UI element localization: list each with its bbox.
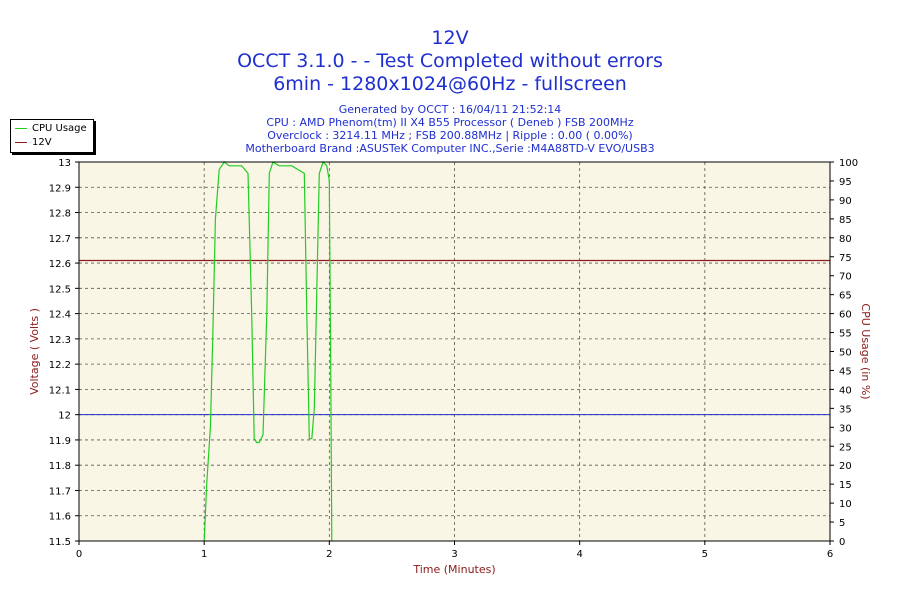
y-left-tick-label: 11.5 (49, 537, 71, 548)
x-tick-label: 0 (76, 549, 82, 560)
y-left-tick-label: 12.6 (49, 259, 71, 270)
legend-swatch-12v (15, 141, 27, 143)
y-right-tick-label: 60 (839, 310, 852, 321)
x-axis-label: Time (Minutes) (412, 563, 495, 576)
y-right-tick-label: 70 (839, 272, 852, 283)
info-overclock: Overclock : 3214.11 MHz ; FSB 200.88MHz … (267, 129, 633, 142)
x-tick-label: 6 (827, 549, 833, 560)
chart-subtitle-test-status: OCCT 3.1.0 - - Test Completed without er… (237, 50, 663, 72)
legend-item-12v: 12V (15, 136, 52, 149)
legend-label-12v: 12V (32, 137, 52, 148)
y-right-tick-label: 25 (839, 442, 852, 453)
y-left-tick-label: 13 (58, 158, 71, 169)
x-tick-label: 5 (702, 549, 708, 560)
y-right-tick-label: 35 (839, 404, 852, 415)
legend-item-cpu-usage: CPU Usage (15, 122, 87, 135)
y-right-tick-label: 55 (839, 329, 852, 340)
y-left-tick-label: 12.1 (49, 385, 71, 396)
info-cpu: CPU : AMD Phenom(tm) II X4 B55 Processor… (266, 116, 634, 129)
plot-area (79, 162, 830, 541)
x-tick-label: 4 (576, 549, 582, 560)
y-right-tick-label: 20 (839, 461, 852, 472)
y-right-tick-label: 80 (839, 234, 852, 245)
y-left-axis-label: Voltage ( Volts ) (28, 308, 41, 395)
y-right-tick-label: 85 (839, 215, 852, 226)
y-right-tick-label: 90 (839, 196, 852, 207)
y-left-tick-label: 12.7 (49, 234, 71, 245)
series-line-cpu-usage (203, 160, 333, 542)
y-right-tick-label: 10 (839, 499, 852, 510)
y-left-tick-label: 12.3 (49, 335, 71, 346)
chart-legend: CPU Usage 12V (10, 119, 94, 153)
y-right-tick-label: 65 (839, 291, 852, 302)
chart-title: 12V (431, 27, 469, 49)
y-right-tick-label: 50 (839, 348, 852, 359)
y-left-tick-label: 12.5 (49, 284, 71, 295)
x-tick-label: 1 (201, 549, 207, 560)
y-left-tick-label: 12.8 (49, 209, 71, 220)
chart-subtitle-test-config: 6min - 1280x1024@60Hz - fullscreen (273, 73, 627, 95)
y-right-tick-label: 40 (839, 385, 852, 396)
y-right-tick-label: 15 (839, 480, 852, 491)
legend-swatch-cpu-usage (15, 127, 27, 129)
y-right-axis-label: CPU Usage (in %) (859, 303, 872, 399)
y-right-tick-label: 0 (839, 537, 845, 548)
y-right-tick-label: 95 (839, 177, 852, 188)
y-left-tick-label: 11.8 (49, 461, 71, 472)
info-motherboard: Motherboard Brand :ASUSTeK Computer INC.… (245, 142, 655, 155)
y-right-tick-label: 45 (839, 366, 852, 377)
legend-label-cpu-usage: CPU Usage (32, 123, 87, 134)
y-right-tick-label: 100 (839, 158, 858, 169)
y-left-tick-label: 12.4 (49, 310, 71, 321)
info-generated: Generated by OCCT : 16/04/11 21:52:14 (338, 103, 562, 116)
y-left-tick-label: 12.9 (49, 183, 71, 194)
y-left-tick-label: 12 (58, 411, 71, 422)
y-left-tick-label: 11.7 (49, 486, 71, 497)
y-right-tick-label: 5 (839, 518, 845, 529)
x-tick-label: 3 (451, 549, 457, 560)
y-left-tick-label: 11.9 (49, 436, 71, 447)
y-left-tick-label: 12.2 (49, 360, 71, 371)
x-tick-label: 2 (326, 549, 332, 560)
y-right-tick-label: 30 (839, 423, 852, 434)
y-left-tick-label: 11.6 (49, 512, 71, 523)
y-right-tick-label: 75 (839, 253, 852, 264)
